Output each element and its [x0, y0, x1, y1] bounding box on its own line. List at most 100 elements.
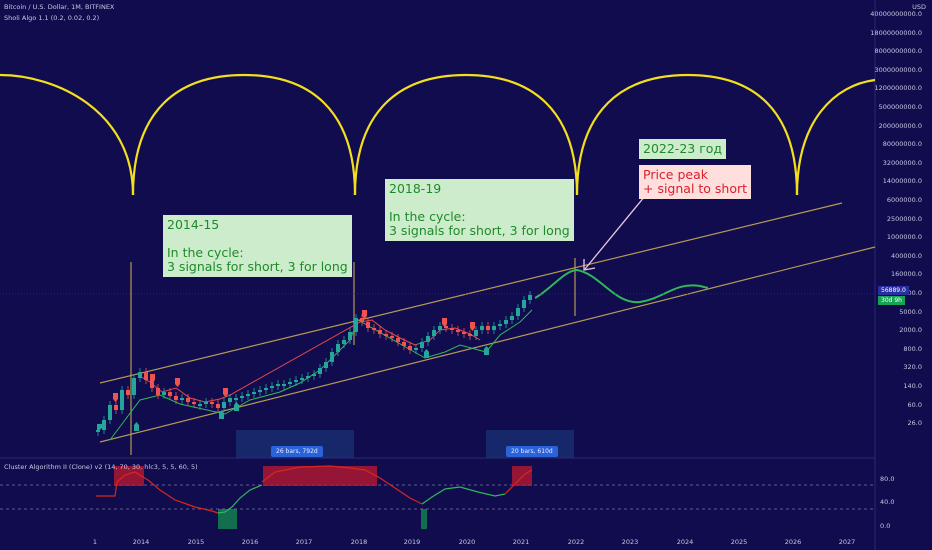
range-label-right[interactable]: 20 bars, 610d	[506, 446, 558, 457]
candle-body	[402, 342, 406, 346]
oscillator-axis-label: 0.0	[880, 522, 891, 530]
candle-body	[198, 404, 202, 406]
candle-body	[492, 326, 496, 330]
currency-label: USD	[912, 3, 926, 11]
price-axis-label: 6000000.0	[886, 196, 922, 204]
candle-body	[132, 378, 136, 395]
annotation-2018-title: 2018-19	[389, 181, 442, 196]
candle-body	[210, 402, 214, 404]
candle-body	[216, 404, 220, 408]
candle-body	[114, 405, 118, 410]
price-axis-label: 400000.0	[890, 251, 922, 260]
time-axis-label: 2023	[621, 538, 639, 546]
current-price-tag: 56889.0	[878, 286, 909, 295]
candle-body	[522, 300, 526, 308]
price-peak-line2: + signal to short	[643, 181, 748, 196]
indicator-label[interactable]: Sholi Algo 1.1 (0.2, 0.02, 0.2)	[4, 14, 100, 22]
price-axis-label: 5000.0	[899, 307, 922, 316]
countdown-tag: 30d 9h	[878, 296, 905, 305]
candle-body	[138, 372, 142, 378]
time-axis-label: 2027	[838, 538, 856, 546]
annotation-2014-line2: 3 signals for short, 3 for long	[167, 259, 348, 274]
price-axis-label: 320.0	[903, 363, 922, 372]
oscillator-title[interactable]: Cluster Algorithm II (Clone) v2 (14, 70,…	[4, 463, 198, 471]
candle-body	[324, 362, 328, 368]
candle-body	[420, 342, 424, 348]
candle-body	[456, 330, 460, 332]
candle-body	[162, 392, 166, 395]
price-axis-label: 800.0	[903, 344, 922, 353]
range-label-left[interactable]: 26 bars, 792d	[271, 446, 323, 457]
annotation-2018-line2: 3 signals for short, 3 for long	[389, 223, 570, 238]
price-axis-label: 2000.0	[899, 326, 922, 335]
candle-body	[510, 316, 514, 320]
price-axis-label: 1200000000.0	[874, 84, 922, 93]
candle-body	[246, 394, 250, 396]
candle-body	[270, 386, 274, 388]
price-axis-label: 500000000.0	[878, 103, 922, 111]
time-axis-label: 2026	[784, 538, 802, 546]
candle-body	[336, 344, 340, 352]
candle-body	[426, 336, 430, 342]
time-axis-label: 2018	[350, 538, 368, 546]
time-axis-label: 2020	[458, 538, 476, 546]
candle-body	[180, 398, 184, 400]
price-axis-label: 32000000.0	[882, 158, 922, 167]
candle-body	[144, 372, 148, 380]
price-axis-label: 140.0	[903, 382, 922, 390]
price-axis-label: 2500000.0	[886, 214, 922, 223]
candle-body	[480, 326, 484, 330]
candle-body	[486, 326, 490, 330]
time-axis-label: 2016	[241, 538, 259, 546]
price-axis-label: 200000000.0	[878, 121, 922, 130]
candle-body	[360, 318, 364, 322]
annotation-price-peak[interactable]: Price peak + signal to short	[639, 165, 752, 199]
candle-body	[192, 402, 196, 404]
candle-body	[264, 388, 268, 390]
annotation-2014-line1: In the cycle:	[167, 245, 244, 260]
candle-body	[318, 368, 322, 374]
annotation-2018[interactable]: 2018-19 In the cycle: 3 signals for shor…	[385, 179, 574, 241]
candle-body	[312, 374, 316, 376]
symbol-title[interactable]: Bitcoin / U.S. Dollar, 1M, BITFINEX	[4, 3, 115, 11]
cycle-markers	[130, 258, 576, 455]
time-axis-label: 2015	[187, 538, 205, 546]
candle-body	[378, 330, 382, 334]
price-axis-label: 1000000.0	[886, 233, 922, 242]
candle-body	[276, 384, 280, 386]
candle-body	[204, 402, 208, 404]
candle-body	[438, 326, 442, 330]
price-axis-label: 160000.0	[890, 270, 922, 279]
price-peak-line1: Price peak	[643, 167, 708, 182]
annotation-2014[interactable]: 2014-15 In the cycle: 3 signals for shor…	[163, 215, 352, 277]
projection-curve	[534, 268, 709, 304]
candle-body	[348, 332, 352, 340]
time-axis-label: 1	[92, 538, 98, 546]
candle-body	[342, 340, 346, 344]
candle-body	[222, 402, 226, 408]
candle-body	[354, 318, 358, 332]
oscillator-pane	[0, 465, 875, 529]
peak-arrow	[583, 195, 646, 271]
channel-lines	[99, 202, 876, 443]
candle-body	[450, 328, 454, 330]
time-axis-label: 2014	[132, 538, 150, 546]
candle-body	[444, 326, 448, 328]
trail-line-red	[137, 319, 481, 403]
candle-body	[228, 398, 232, 402]
time-axis-label: 2019	[403, 538, 421, 546]
candle-body	[174, 396, 178, 400]
cycle-arcs	[0, 73, 876, 196]
price-axis-label: 26.0	[907, 419, 922, 428]
candle-body	[390, 336, 394, 338]
oscillator-axis-label: 80.0	[880, 475, 895, 483]
time-axis-label: 2022	[567, 538, 585, 546]
candle-body	[414, 348, 418, 350]
candle-body	[516, 308, 520, 316]
candle-body	[156, 388, 160, 395]
candle-body	[258, 390, 262, 392]
candle-body	[372, 328, 376, 330]
annotation-2022[interactable]: 2022-23 год	[639, 139, 727, 159]
candle-body	[528, 295, 532, 300]
